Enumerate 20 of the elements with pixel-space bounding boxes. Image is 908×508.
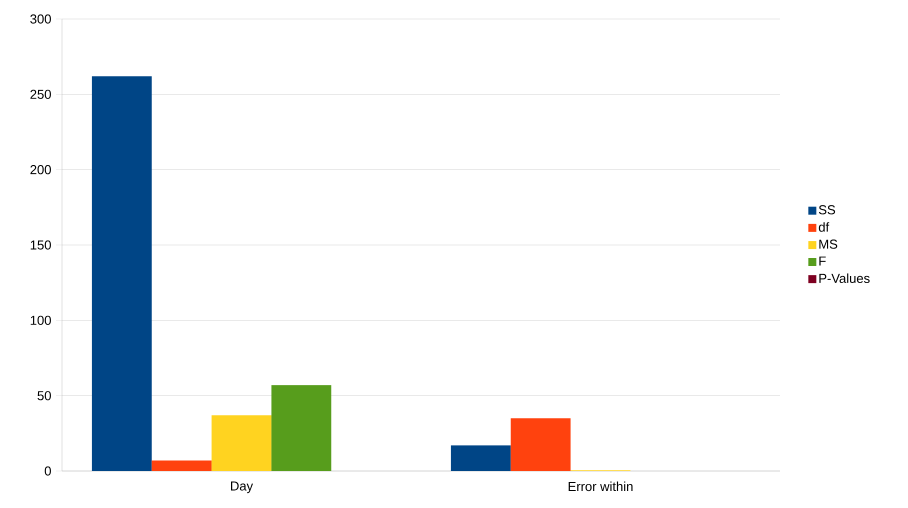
legend-label: SS (818, 205, 836, 214)
y-tick-label: 200 (30, 165, 51, 174)
legend-label: MS (819, 240, 838, 249)
legend-label: df (818, 222, 830, 232)
y-tick-label: 300 (30, 14, 51, 24)
bar (450, 445, 511, 471)
legend-label: F (819, 256, 826, 266)
y-tick-label: 0 (44, 466, 51, 476)
bar (271, 385, 332, 471)
x-tick-label: Error within (568, 482, 633, 492)
y-tick-label: 250 (30, 90, 51, 99)
y-tick-label: 50 (38, 391, 51, 400)
legend-label: P-Values (819, 273, 870, 283)
x-tick-label: Day (231, 482, 254, 494)
y-tick-label: 150 (30, 240, 51, 250)
bar (152, 460, 212, 471)
bar (212, 415, 272, 471)
bar (510, 418, 571, 471)
bar (92, 76, 152, 471)
y-tick-label: 100 (30, 316, 51, 325)
